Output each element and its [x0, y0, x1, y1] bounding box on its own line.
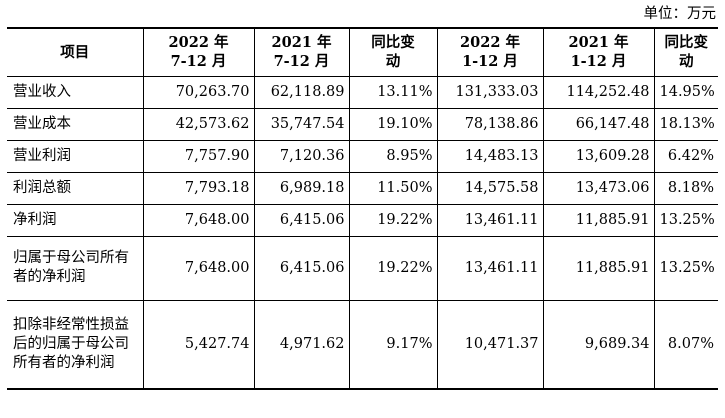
table-row: 营业利润 7,757.90 7,120.36 8.95% 14,483.13 1…	[7, 139, 718, 173]
cell-value: 6,989.18	[253, 171, 350, 205]
cell-value: 114,252.48	[542, 75, 655, 109]
cell-value: 18.13%	[653, 107, 718, 141]
cell-value: 8.18%	[653, 171, 718, 205]
cell-value: 9,689.34	[542, 299, 655, 390]
cell-value: 66,147.48	[542, 107, 655, 141]
header-row: 项目 2022 年 7-12 月 2021 年 7-12 月 同比变动 2022 年…	[7, 27, 718, 77]
cell-value: 13.25%	[653, 235, 718, 301]
cell-value: 70,263.70	[142, 75, 255, 109]
cell-value: 35,747.54	[253, 107, 350, 141]
cell-value: 7,648.00	[142, 235, 255, 301]
cell-value: 7,648.00	[142, 203, 255, 237]
table-row: 扣除非经常性损益后的归属于母公司所有者的净利润 5,427.74 4,971.6…	[7, 299, 718, 390]
cell-value: 8.07%	[653, 299, 718, 390]
cell-value: 13,461.11	[436, 235, 544, 301]
table-row: 净利润 7,648.00 6,415.06 19.22% 13,461.11 1…	[7, 203, 718, 237]
cell-value: 11,885.91	[542, 203, 655, 237]
cell-value: 62,118.89	[253, 75, 350, 109]
cell-value: 6.42%	[653, 139, 718, 173]
cell-value: 9.17%	[348, 299, 438, 390]
cell-value: 14,575.58	[436, 171, 544, 205]
cell-value: 11.50%	[348, 171, 438, 205]
cell-value: 4,971.62	[253, 299, 350, 390]
financial-table: 项目 2022 年 7-12 月 2021 年 7-12 月 同比变动 2022 年…	[7, 27, 718, 390]
header-2021-h2: 2021 年 7-12 月	[253, 27, 350, 77]
cell-value: 7,793.18	[142, 171, 255, 205]
cell-value: 19.10%	[348, 107, 438, 141]
cell-value: 13,473.06	[542, 171, 655, 205]
cell-value: 5,427.74	[142, 299, 255, 390]
cell-value: 11,885.91	[542, 235, 655, 301]
cell-value: 19.22%	[348, 203, 438, 237]
table-row: 利润总额 7,793.18 6,989.18 11.50% 14,575.58 …	[7, 171, 718, 205]
cell-value: 6,415.06	[253, 235, 350, 301]
row-label: 归属于母公司所有者的净利润	[7, 235, 144, 301]
header-item: 项目	[7, 27, 144, 77]
cell-value: 8.95%	[348, 139, 438, 173]
header-2022-full: 2022 年 1-12 月	[436, 27, 544, 77]
row-label: 营业收入	[7, 75, 144, 109]
cell-value: 19.22%	[348, 235, 438, 301]
cell-value: 42,573.62	[142, 107, 255, 141]
cell-value: 7,120.36	[253, 139, 350, 173]
row-label: 利润总额	[7, 171, 144, 205]
cell-value: 14,483.13	[436, 139, 544, 173]
unit-label: 单位：万元	[643, 6, 717, 22]
header-2022-h2: 2022 年 7-12 月	[142, 27, 255, 77]
header-2021-full: 2021 年 1-12 月	[542, 27, 655, 77]
cell-value: 6,415.06	[253, 203, 350, 237]
cell-value: 13.11%	[348, 75, 438, 109]
cell-value: 7,757.90	[142, 139, 255, 173]
cell-value: 10,471.37	[436, 299, 544, 390]
row-label: 营业成本	[7, 107, 144, 141]
row-label: 净利润	[7, 203, 144, 237]
cell-value: 131,333.03	[436, 75, 544, 109]
table-row: 营业成本 42,573.62 35,747.54 19.10% 78,138.8…	[7, 107, 718, 141]
cell-value: 14.95%	[653, 75, 718, 109]
header-yoy-full: 同比变动	[653, 27, 718, 77]
table-row: 营业收入 70,263.70 62,118.89 13.11% 131,333.…	[7, 75, 718, 109]
cell-value: 13,461.11	[436, 203, 544, 237]
cell-value: 13.25%	[653, 203, 718, 237]
cell-value: 13,609.28	[542, 139, 655, 173]
row-label: 营业利润	[7, 139, 144, 173]
header-yoy-h2: 同比变动	[348, 27, 438, 77]
table-row: 归属于母公司所有者的净利润 7,648.00 6,415.06 19.22% 1…	[7, 235, 718, 301]
cell-value: 78,138.86	[436, 107, 544, 141]
row-label: 扣除非经常性损益后的归属于母公司所有者的净利润	[7, 299, 144, 390]
